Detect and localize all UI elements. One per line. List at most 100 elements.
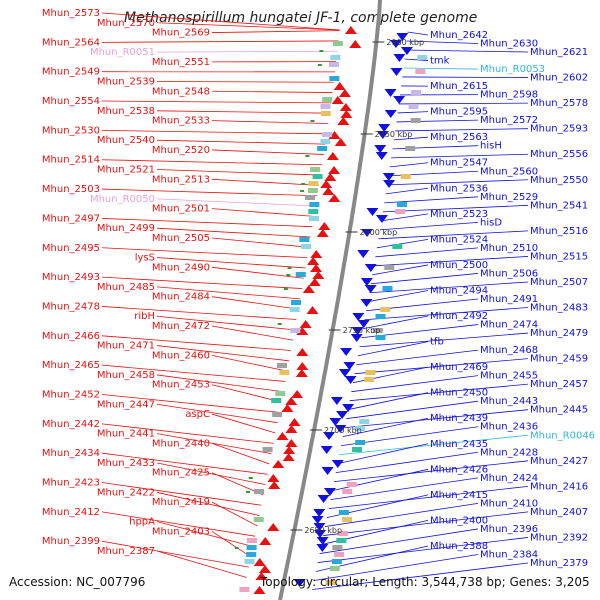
gene-label: Mhun_2503 (42, 184, 100, 195)
plus-strand-gene (321, 467, 334, 475)
cog-category-block (352, 447, 363, 452)
leader-line (156, 521, 254, 547)
gene-label: Mhun_R0053 (480, 64, 545, 75)
plus-strand-gene (350, 334, 363, 342)
gene-label: Mhun_R0050 (90, 194, 155, 205)
gene-label: Mhun_2436 (480, 422, 538, 433)
cog-category-block (291, 300, 302, 305)
leader-line (101, 40, 339, 43)
plus-strand-gene (360, 278, 373, 286)
gene-label: hisH (480, 141, 502, 152)
gene-label: Mhun_2556 (530, 149, 588, 160)
genome-backbone (278, 0, 382, 600)
gene-label: Mhun_2602 (530, 73, 588, 84)
cog-category-block (408, 104, 419, 109)
cog-category-block (310, 167, 321, 172)
minus-strand-gene (296, 348, 309, 356)
cog-category-block (375, 314, 386, 319)
leader-line (313, 554, 479, 581)
leader-line (398, 102, 529, 105)
plus-strand-gene (334, 425, 347, 433)
leader-line (382, 204, 529, 213)
plus-strand-gene (320, 446, 333, 454)
gene-label: Mhun_2551 (152, 57, 210, 68)
minus-strand-gene (283, 446, 296, 454)
gene-labels: Mhun_2573Mhun_2570Mhun_2569Mhun_2564Mhun… (42, 8, 595, 569)
gene-label: Mhun_2494 (430, 285, 488, 296)
plus-strand-gene (340, 348, 353, 356)
cog-category-block (246, 545, 257, 550)
plus-strand-gene (382, 173, 395, 181)
leader-line (357, 341, 429, 357)
cog-category-block (336, 538, 347, 543)
gene-label: tfb (430, 337, 444, 348)
minus-strand-gene (308, 278, 321, 286)
leader-line (312, 562, 529, 590)
leader-line (156, 550, 247, 578)
leader-line (101, 540, 249, 568)
gene-label: Mhun_2412 (42, 507, 100, 518)
gene-label: Mhun_2514 (42, 155, 100, 166)
genome-title: Methanospirillum hungatei JF-1, complete… (124, 10, 478, 26)
minus-strand-gene (281, 404, 294, 412)
gene-label: Mhun_2396 (480, 524, 538, 535)
leader-line (211, 90, 333, 93)
plus-strand-gene (376, 131, 389, 139)
leader-line (156, 462, 266, 485)
gene-label: Mhun_2550 (530, 175, 588, 186)
cog-category-block (301, 244, 312, 249)
leader-line (337, 443, 429, 465)
leader-line (387, 179, 529, 186)
leader-line (211, 30, 340, 33)
cog-category-block (417, 55, 428, 60)
minus-strand-gene (334, 138, 347, 146)
gene-label: Mhun_2474 (480, 320, 538, 331)
plus-strand-gene (338, 369, 351, 377)
gc-skew-mark (317, 64, 322, 66)
cog-category-block (380, 307, 391, 312)
gene-label: Mhun_2598 (480, 90, 538, 101)
gene-label: Mhun_2453 (152, 380, 210, 391)
gene-label: Mhun_2549 (42, 67, 100, 78)
gc-skew-mark (245, 491, 250, 493)
minus-strand-gene (340, 110, 353, 118)
plus-strand-gene (393, 96, 406, 104)
leader-line (332, 468, 429, 491)
plus-strand-gene (329, 418, 342, 426)
gene-label: Mhun_2443 (480, 396, 538, 407)
leader-line (396, 119, 479, 123)
plus-strand-gene (390, 68, 403, 76)
leader-line (317, 537, 529, 563)
leader-line (342, 417, 429, 438)
gene-label: Mhun_2493 (42, 272, 100, 283)
leader-line (101, 482, 262, 506)
cog-category-block (410, 118, 421, 123)
leader-line (211, 531, 252, 558)
gene-label: Mhun_2541 (530, 200, 588, 211)
leader-line (101, 423, 274, 444)
plus-strand-gene (293, 579, 306, 587)
gene-label: Mhun_2642 (430, 30, 488, 41)
gene-label: Mhun_2428 (480, 447, 538, 458)
minus-strand-gene (291, 390, 304, 398)
accession-label: Accession: NC_007796 (9, 575, 146, 589)
leader-line (385, 187, 429, 195)
gene-label: lysS (135, 253, 155, 264)
gc-skew-mark (319, 50, 324, 52)
cog-category-block (322, 132, 333, 137)
cog-category-block (312, 174, 323, 179)
gene-label: Mhun_2460 (152, 350, 210, 361)
gene-label: Mhun_2515 (530, 251, 588, 262)
plus-strand-gene (317, 495, 330, 503)
gene-label: Mhun_2407 (530, 507, 588, 518)
plus-strand-gene (360, 299, 373, 307)
leader-line (101, 511, 256, 537)
cog-category-block (354, 426, 365, 431)
plus-strand-gene (331, 460, 344, 468)
leader-line (391, 153, 529, 159)
cog-category-block (320, 104, 331, 109)
cog-category-block (331, 559, 342, 564)
minus-strand-gene (331, 96, 344, 104)
cog-category-block (246, 538, 257, 543)
leader-line (156, 81, 334, 83)
